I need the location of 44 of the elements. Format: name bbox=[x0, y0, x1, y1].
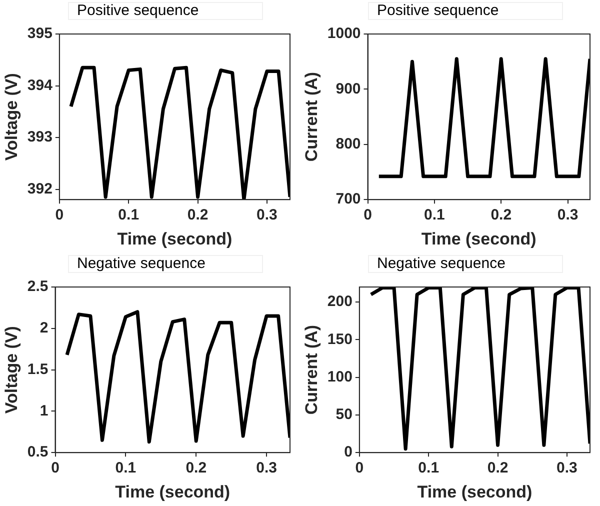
x-axis-title: Time (second) bbox=[421, 229, 536, 248]
x-axis-title: Time (second) bbox=[117, 229, 232, 248]
x-tick-label: 0 bbox=[55, 206, 64, 224]
y-tick-label: 2 bbox=[40, 320, 48, 337]
y-tick-label: 395 bbox=[27, 25, 52, 42]
x-tick-label: 0.2 bbox=[187, 206, 208, 224]
y-axis-title: Current (A) bbox=[302, 72, 321, 162]
x-tick-label: 0.1 bbox=[418, 460, 440, 477]
chart-title: Positive sequence bbox=[68, 2, 263, 20]
y-tick-label: 900 bbox=[336, 80, 361, 98]
y-tick-label: 2.5 bbox=[27, 278, 48, 296]
x-tick-label: 0.3 bbox=[256, 460, 277, 477]
y-axis-title: Voltage (V) bbox=[2, 326, 21, 414]
chart-title: Negative sequence bbox=[68, 255, 263, 273]
x-tick-label: 0.2 bbox=[487, 460, 508, 477]
x-tick-label: 0.3 bbox=[557, 206, 578, 224]
y-tick-label: 1000 bbox=[327, 25, 361, 42]
x-tick-label: 0.2 bbox=[186, 460, 207, 477]
chart-title: Negative sequence bbox=[368, 255, 563, 273]
x-tick-label: 0.3 bbox=[256, 206, 278, 224]
y-tick-label: 0 bbox=[344, 444, 352, 461]
y-axis-title: Current (A) bbox=[302, 324, 321, 415]
y-tick-label: 394 bbox=[27, 76, 54, 94]
x-tick-label: 0.1 bbox=[118, 206, 140, 224]
chart-title: Positive sequence bbox=[368, 2, 563, 20]
x-tick-label: 0.2 bbox=[490, 206, 512, 224]
x-tick-label: 0.1 bbox=[115, 460, 136, 477]
x-tick-label: 0.3 bbox=[556, 460, 578, 477]
y-tick-label: 700 bbox=[336, 190, 361, 208]
y-tick-label: 800 bbox=[336, 136, 361, 153]
x-axis-title: Time (second) bbox=[417, 482, 532, 502]
y-tick-label: 1.5 bbox=[27, 360, 48, 378]
y-tick-label: 1 bbox=[40, 402, 48, 420]
y-tick-label: 392 bbox=[27, 180, 52, 198]
y-tick-label: 150 bbox=[327, 330, 352, 348]
y-tick-label: 100 bbox=[327, 368, 352, 386]
y-tick-label: 393 bbox=[27, 128, 52, 146]
y-tick-label: 200 bbox=[327, 293, 352, 310]
x-axis-title: Time (second) bbox=[115, 482, 230, 502]
x-tick-label: 0 bbox=[364, 206, 372, 224]
y-tick-label: 50 bbox=[336, 406, 352, 424]
y-tick-label: 0.5 bbox=[27, 444, 48, 461]
x-tick-label: 0.1 bbox=[424, 206, 445, 224]
y-axis-title: Voltage (V) bbox=[2, 73, 21, 161]
